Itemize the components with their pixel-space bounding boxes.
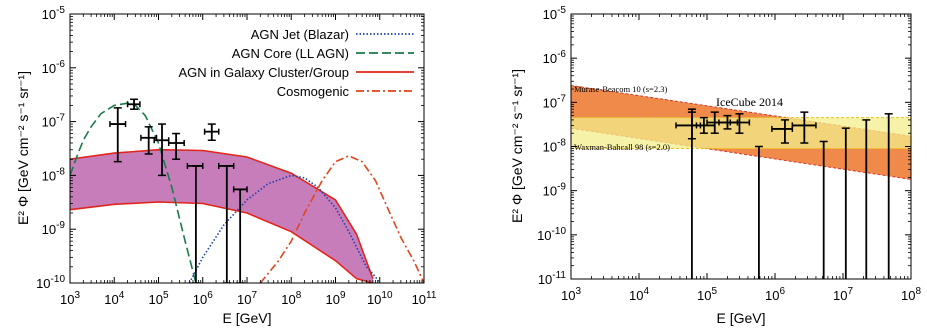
right-y-tick-label: 10-7 (543, 93, 567, 110)
right-y-tick-label: 10-6 (543, 49, 567, 66)
upper-limit (862, 119, 871, 279)
left-x-tick-label: 109 (325, 290, 345, 307)
left-data-point (109, 107, 127, 163)
left-y-axis-label: E² Φ [GeV cm⁻² s⁻¹ sr⁻¹] (15, 71, 31, 225)
right-x-tick-label: 106 (765, 286, 785, 303)
cluster-band-fill (70, 149, 373, 283)
right-x-tick-label: 107 (833, 286, 853, 303)
left-chart: 103 104 105 106 107 108 109 1010 1011 10-10 10-9 10… (15, 5, 437, 326)
right-plot-area (571, 85, 911, 279)
right-y-axis-label: E² Φ [GeV cm⁻² s⁻¹ sr⁻¹] (509, 69, 525, 223)
upper-limit (884, 113, 893, 279)
left-data-point (186, 162, 204, 283)
right-x-axis-label: E [GeV] (716, 310, 765, 326)
left-data-point (167, 132, 185, 160)
right-y-tick-label: 10-5 (543, 5, 567, 22)
right-y-tick-label: 10-10 (537, 226, 566, 243)
left-legend: AGN Jet (Blazar) AGN Core (LL AGN) AGN in … (178, 27, 414, 99)
legend-label-1: AGN Core (LL AGN) (232, 46, 349, 61)
left-data-point (126, 98, 141, 110)
left-x-tick-label: 1010 (367, 290, 393, 307)
right-x-tick-label: 105 (697, 286, 717, 303)
right-band-labels: Murase-Beacom 10 (s=2.3) Waxman-Bahcall 9… (574, 84, 783, 152)
cluster-band-lower-line (70, 201, 374, 283)
right-x-tick-label: 103 (561, 286, 581, 303)
left-y-tick-label: 10-6 (42, 59, 66, 76)
right-y-tick-label: 10-11 (538, 270, 567, 287)
upper-limit (841, 127, 850, 279)
left-x-tick-label: 105 (148, 290, 168, 307)
left-data-point (232, 186, 248, 283)
legend-label-2: AGN in Galaxy Cluster/Group (178, 65, 349, 80)
left-y-tick-label: 10-7 (42, 113, 66, 130)
legend-label-3: Cosmogenic (277, 84, 350, 99)
right-frame (570, 13, 912, 280)
left-y-tick-label: 10-10 (36, 274, 65, 291)
left-y-tick-label: 10-5 (42, 5, 66, 22)
left-x-tick-label: 103 (60, 290, 80, 307)
left-x-tick-label: 106 (193, 290, 213, 307)
series-line-0 (188, 174, 381, 283)
cluster-band-upper-line (70, 148, 374, 279)
left-x-tick-label: 1011 (412, 290, 437, 307)
left-x-tick-label: 108 (281, 290, 301, 307)
right-data-point (729, 113, 751, 134)
icecube-annotation: IceCube 2014 (716, 95, 783, 109)
right-chart: 103 104 105 106 107 108 10-11 10-10 10-9 10-8 10-7… (509, 5, 921, 326)
left-x-axis-label: E [GeV] (222, 310, 271, 326)
left-data-point (203, 123, 220, 142)
murase-beacom-label: Murase-Beacom 10 (s=2.3) (574, 84, 667, 94)
right-y-tick-label: 10-8 (543, 138, 567, 155)
waxman-bahcall-label: Waxman-Bahcall 98 (s=2.0) (574, 142, 670, 152)
right-x-tick-label: 104 (629, 286, 649, 303)
left-plot-area (70, 98, 424, 283)
legend-label-0: AGN Jet (Blazar) (251, 27, 349, 42)
upper-limit (754, 145, 763, 279)
left-data-point (218, 162, 235, 283)
left-x-tick-label: 104 (104, 290, 124, 307)
left-x-tick-label: 107 (237, 290, 257, 307)
series-line-3 (259, 155, 424, 283)
right-axes: 103 104 105 106 107 108 10-11 10-10 10-9 10-8 10-7… (537, 5, 921, 303)
right-y-tick-label: 10-9 (543, 182, 567, 199)
left-y-tick-label: 10-8 (42, 166, 66, 183)
left-data-point (153, 123, 170, 177)
right-data-point (791, 111, 817, 144)
right-x-tick-label: 108 (901, 286, 921, 303)
left-y-tick-label: 10-9 (42, 220, 66, 237)
left-frame (69, 13, 425, 284)
right-data-point (771, 119, 794, 144)
upper-limit (819, 140, 828, 279)
